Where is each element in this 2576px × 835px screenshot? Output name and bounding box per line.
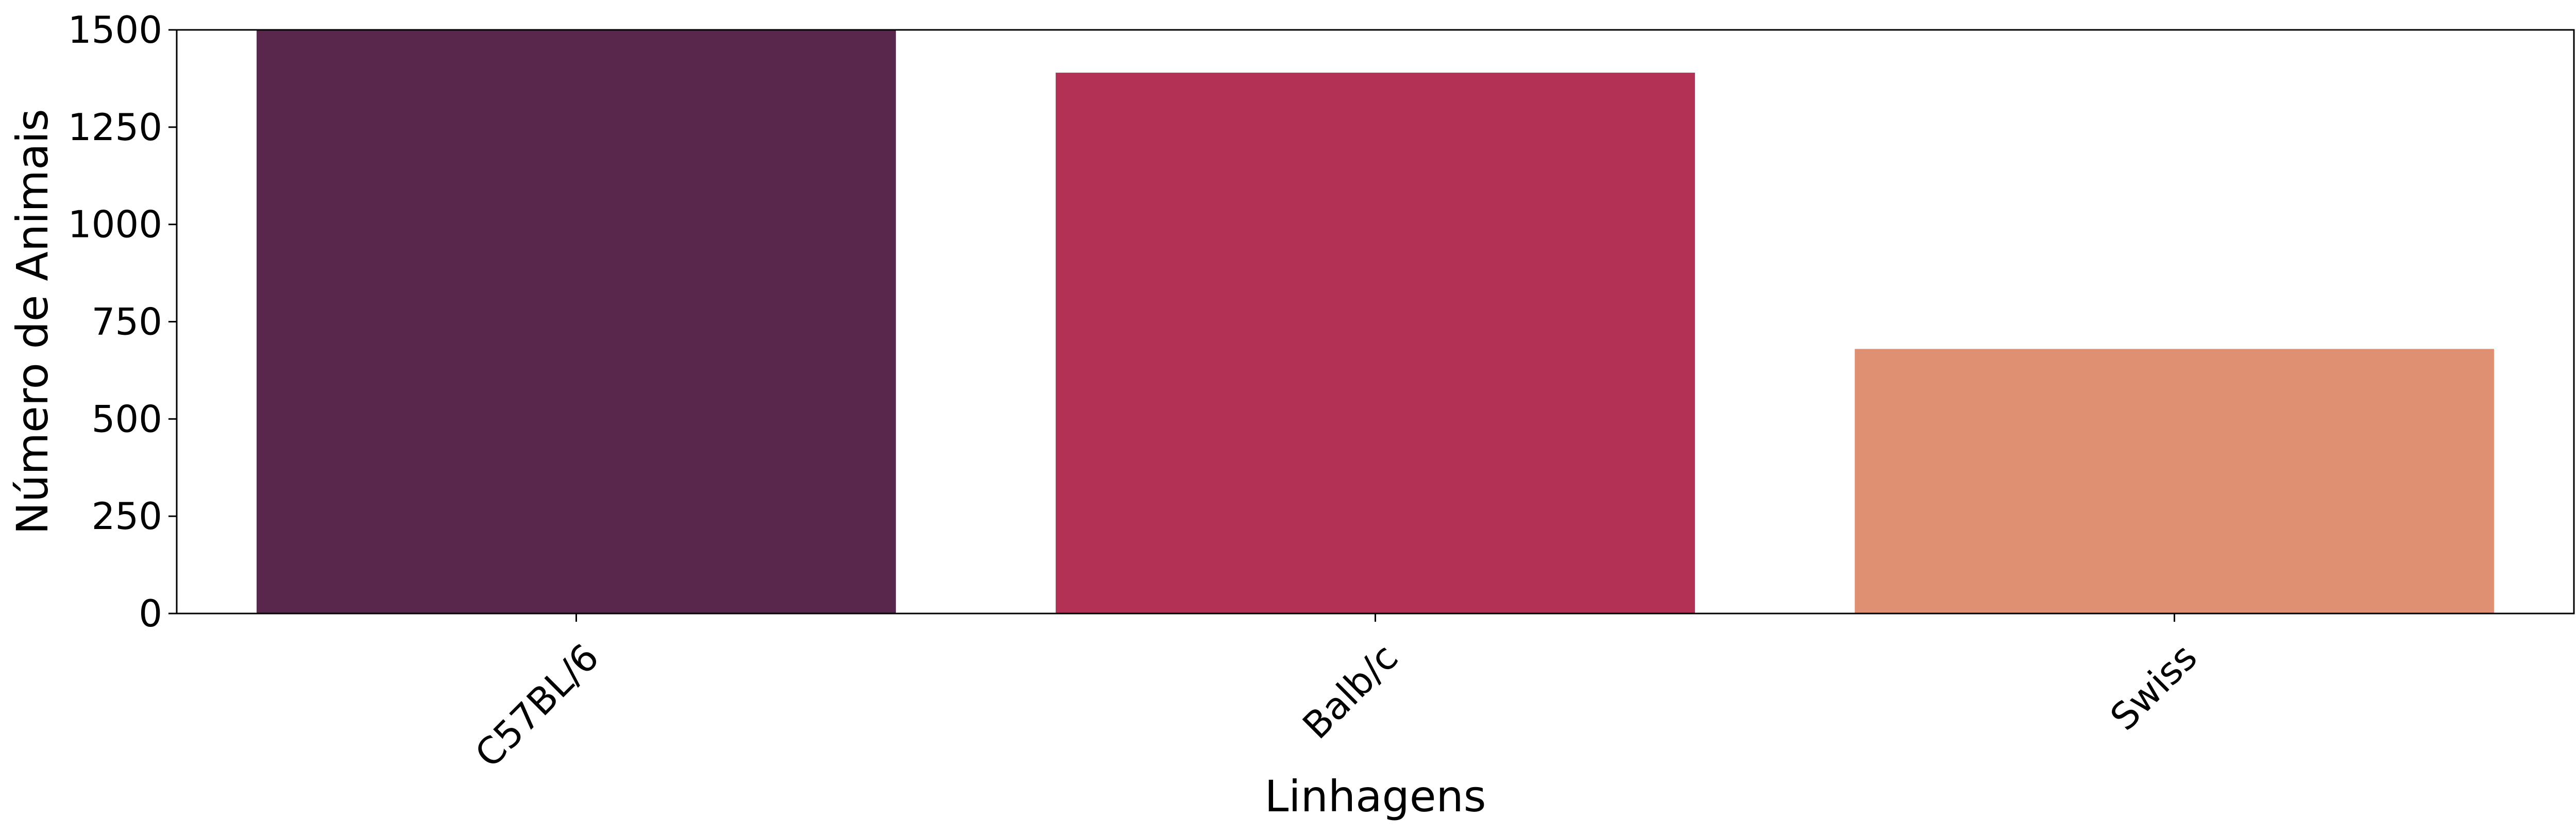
bar-c57bl-6 — [257, 30, 896, 614]
y-tick-label: 250 — [92, 495, 162, 538]
x-tick-label: Balb/c — [1294, 636, 1406, 747]
bars — [257, 30, 2494, 614]
x-axis: C57BL/6 Balb/c Swiss — [467, 614, 2206, 776]
y-tick-label: 1250 — [68, 106, 162, 149]
y-axis: 0 250 500 750 1000 1250 1500 — [68, 8, 177, 635]
x-axis-title: Linhagens — [1264, 771, 1486, 822]
x-tick-label: Swiss — [2102, 636, 2206, 739]
y-tick-label: 1000 — [68, 203, 162, 246]
y-tick-label: 500 — [92, 397, 162, 440]
bar-swiss — [1855, 349, 2494, 614]
y-tick-label: 0 — [139, 592, 162, 635]
y-axis-title: Número de Animais — [7, 109, 58, 535]
y-tick-label: 750 — [92, 300, 162, 344]
x-tick-label: C57BL/6 — [467, 636, 607, 776]
y-tick-label: 1500 — [68, 8, 162, 52]
bar-balb-c — [1056, 73, 1695, 614]
